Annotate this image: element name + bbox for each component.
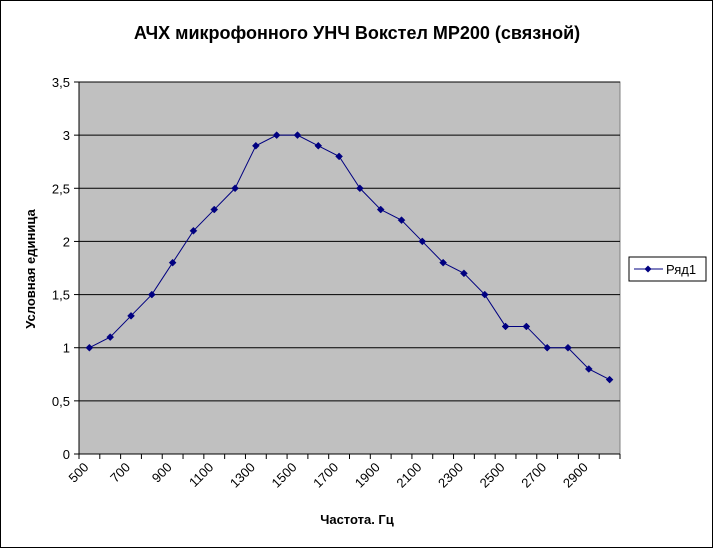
x-tick-label: 2300 [435, 460, 466, 491]
x-tick-label: 700 [107, 460, 133, 486]
x-tick-label: 900 [149, 460, 175, 486]
data-point [127, 311, 135, 320]
x-tick-label: 1500 [269, 460, 300, 491]
data-point [605, 375, 614, 384]
gridlines [79, 81, 620, 402]
x-axis-title: Частота. Гц [320, 512, 394, 527]
data-point [314, 141, 323, 150]
y-axis-ticks: 0 0,5 1 1,5 2 2,5 3 3,5 [52, 75, 79, 462]
y-tick-label: 0 [63, 447, 70, 462]
data-point [397, 216, 406, 225]
data-point [168, 258, 177, 267]
y-tick-label: 2,5 [52, 181, 70, 196]
x-tick-label: 2900 [560, 460, 591, 491]
data-point [543, 343, 552, 352]
data-point [231, 184, 239, 193]
data-point [356, 184, 364, 193]
chart-title: АЧХ микрофонного УНЧ Вокстел MP200 (связ… [134, 23, 580, 43]
data-point [522, 322, 531, 331]
data-point [501, 322, 510, 331]
legend-series-name: Ряд1 [666, 262, 696, 277]
data-point [584, 365, 593, 373]
data-point [189, 226, 198, 235]
x-tick-label: 1300 [227, 460, 258, 491]
data-point [272, 131, 281, 139]
x-tick-label: 500 [66, 460, 92, 486]
x-tick-label: 2100 [393, 460, 424, 491]
data-point [376, 205, 385, 214]
y-tick-label: 3 [63, 128, 70, 143]
x-tick-label: 2500 [477, 460, 508, 491]
y-tick-label: 2 [63, 234, 70, 249]
data-point [147, 290, 156, 299]
data-point [85, 343, 94, 352]
data-point [106, 333, 115, 341]
x-tick-label: 1100 [186, 460, 216, 490]
y-tick-label: 3,5 [52, 75, 70, 90]
y-tick-label: 0,5 [52, 394, 70, 409]
legend-diamond-marker [644, 265, 652, 273]
x-tick-label: 1700 [310, 460, 341, 491]
data-point [480, 290, 489, 299]
y-tick-label: 1,5 [52, 288, 70, 303]
data-point [460, 269, 468, 278]
data-point [418, 237, 427, 246]
x-tick-label: 2700 [518, 460, 549, 491]
y-tick-label: 1 [63, 341, 70, 356]
data-point [439, 258, 447, 267]
data-point [335, 152, 343, 161]
x-axis-ticks: 500 700 900 1100 1300 1500 1700 1900 2100 2300 250… [66, 454, 621, 491]
data-point [293, 131, 302, 139]
y-axis-title: Условная единица [23, 208, 38, 328]
data-point [564, 343, 572, 352]
series-layer [85, 131, 614, 384]
data-point [252, 141, 260, 150]
legend: Ряд1 [628, 256, 707, 282]
plot-area [78, 81, 621, 455]
data-point [210, 205, 219, 214]
x-tick-label: 1900 [352, 460, 383, 491]
